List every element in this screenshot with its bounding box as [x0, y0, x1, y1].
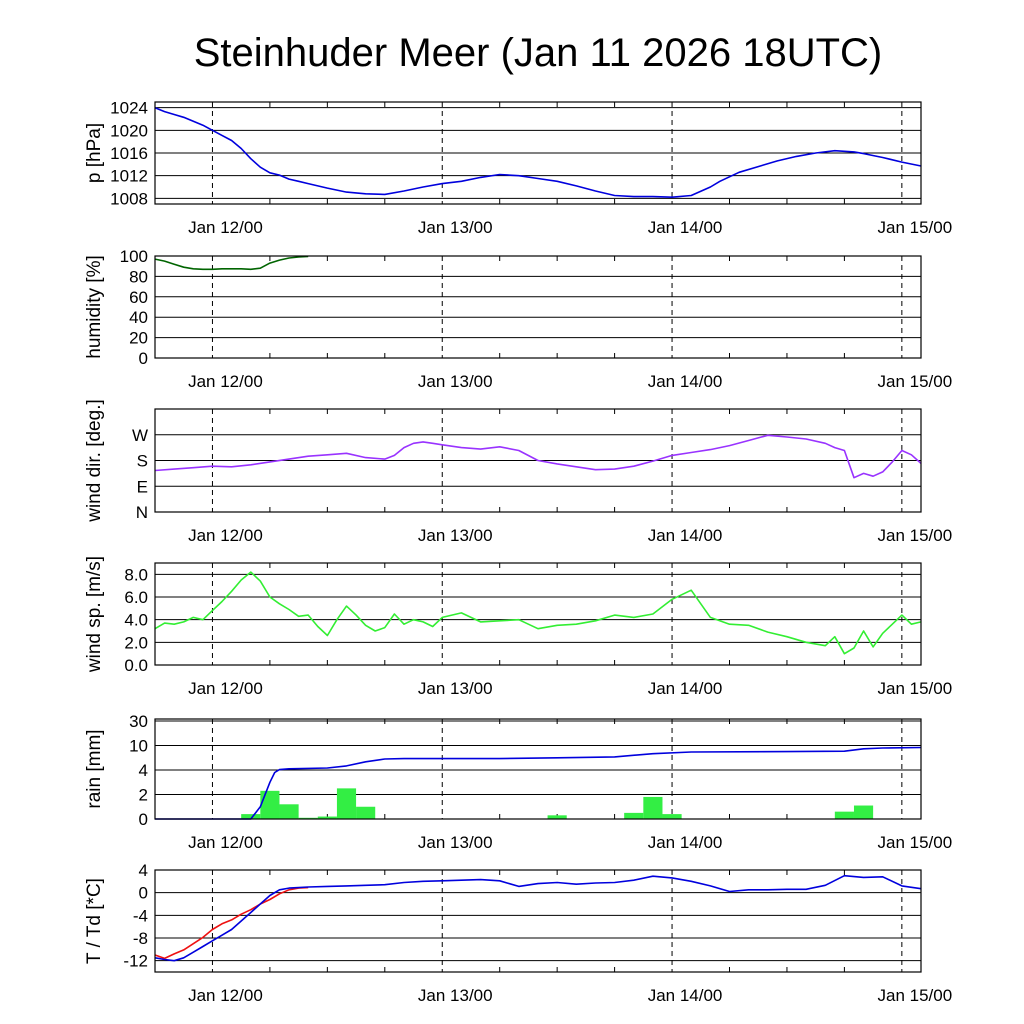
series-line-wind-direction	[154, 434, 922, 479]
x-tick-label: Jan 13/00	[418, 372, 493, 391]
y-tick-label-wind_direction: E	[137, 477, 148, 496]
rain-bar	[298, 817, 318, 819]
y-tick-label-humidity: 40	[129, 308, 148, 327]
x-tick-label: Jan 13/00	[418, 679, 493, 698]
rain-bar	[624, 812, 644, 819]
panel-frame	[154, 562, 922, 666]
y-tick-label-humidity: 20	[129, 329, 148, 348]
x-tick-label: Jan 12/00	[188, 986, 263, 1005]
rain-bar	[241, 814, 261, 819]
series-line-temperature	[154, 886, 309, 960]
x-tick-label: Jan 15/00	[878, 833, 953, 852]
rain-bar	[834, 811, 854, 819]
y-tick-label-pressure: 1020	[110, 121, 148, 140]
x-tick-label: Jan 14/00	[648, 833, 723, 852]
panel-frame	[154, 718, 922, 820]
chart-title: Steinhuder Meer (Jan 11 2026 18UTC)	[194, 31, 883, 75]
rain-bar	[260, 790, 280, 819]
y-tick-label-rain: 2	[139, 786, 148, 805]
x-tick-label: Jan 15/00	[878, 372, 953, 391]
panel-temperature: -12 -8 -4 0 4 Jan 12/00 Jan 13/00 Jan 14/00 Jan …	[84, 861, 952, 1005]
series-line-dew-point	[154, 874, 922, 962]
y-tick-label-rain: 4	[139, 761, 148, 780]
x-tick-label: Jan 13/00	[418, 986, 493, 1005]
panel-wind_speed: 0.0 2.0 4.0 6.0 8.0 Jan 12/00 Jan 13/00 Jan 14/…	[84, 556, 952, 698]
rain-bar	[317, 816, 337, 819]
series-line-pressure	[154, 106, 922, 198]
x-tick-label: Jan 15/00	[878, 986, 953, 1005]
y-tick-label-wind_speed: 2.0	[124, 633, 148, 652]
x-tick-label: Jan 14/00	[648, 218, 723, 237]
y-axis-label-humidity: humidity [%]	[84, 255, 105, 358]
rain-bar	[662, 814, 682, 819]
y-tick-label-pressure: 1008	[110, 189, 148, 208]
x-tick-label: Jan 15/00	[878, 679, 953, 698]
x-tick-label: Jan 12/00	[188, 372, 263, 391]
y-axis-label-rain: rain [mm]	[84, 729, 105, 808]
rain-bar	[356, 806, 376, 819]
rain-bar	[853, 805, 874, 819]
x-tick-label: Jan 13/00	[418, 526, 493, 545]
x-tick-label: Jan 14/00	[648, 372, 723, 391]
y-tick-label-wind_speed: 4.0	[124, 611, 148, 630]
y-tick-label-wind_direction: N	[136, 503, 148, 522]
y-tick-label-wind_speed: 8.0	[124, 565, 148, 584]
x-tick-label: Jan 14/00	[648, 986, 723, 1005]
panel-pressure: 1008 1012 1016 1020 1024 Jan 12/00 Jan 13/00 Ja…	[84, 99, 952, 237]
y-tick-label-wind_speed: 0.0	[124, 656, 148, 675]
x-tick-label: Jan 12/00	[188, 833, 263, 852]
y-tick-label-temperature: 4	[139, 861, 148, 880]
y-tick-label-wind_direction: W	[132, 426, 148, 445]
y-tick-label-humidity: 100	[120, 247, 148, 266]
y-tick-label-humidity: 0	[139, 349, 148, 368]
x-tick-label: Jan 13/00	[418, 833, 493, 852]
panel-frame	[154, 101, 922, 205]
panel-frame	[154, 255, 922, 359]
x-tick-label: Jan 12/00	[188, 679, 263, 698]
x-tick-label: Jan 13/00	[418, 218, 493, 237]
x-tick-label: Jan 14/00	[648, 679, 723, 698]
y-tick-label-humidity: 80	[129, 267, 148, 286]
y-axis-label-wind_speed: wind sp. [m/s]	[84, 556, 105, 673]
rain-bar	[643, 796, 663, 819]
rain-bar	[279, 804, 299, 819]
series-line-wind-speed	[154, 571, 922, 655]
y-axis-label-temperature: T / Td [*C]	[84, 878, 105, 964]
y-tick-label-humidity: 60	[129, 288, 148, 307]
x-tick-label: Jan 15/00	[878, 526, 953, 545]
y-tick-label-temperature: 0	[139, 884, 148, 903]
y-tick-label-temperature: -4	[133, 906, 148, 925]
rain-bar	[547, 815, 567, 819]
y-tick-label-rain: 10	[129, 737, 148, 756]
panel-frame	[154, 408, 922, 513]
y-tick-label-temperature: -8	[133, 929, 148, 948]
x-tick-label: Jan 12/00	[188, 526, 263, 545]
x-tick-label: Jan 14/00	[648, 526, 723, 545]
y-tick-label-wind_direction: S	[137, 452, 148, 471]
series-line-relative-humidity	[154, 255, 309, 271]
y-axis-label-pressure: p [hPa]	[84, 123, 105, 183]
panel-frame	[154, 869, 922, 973]
panel-rain: 0 2 4 10 30 Jan 12/00 Jan 13/00 Jan 14/00 Jan 15…	[84, 712, 952, 852]
y-tick-label-temperature: -12	[123, 952, 148, 971]
y-tick-label-pressure: 1024	[110, 99, 148, 118]
y-tick-label-rain: 0	[139, 810, 148, 829]
y-tick-label-pressure: 1012	[110, 167, 148, 186]
y-tick-label-pressure: 1016	[110, 144, 148, 163]
x-tick-label: Jan 12/00	[188, 218, 263, 237]
y-axis-label-wind_direction: wind dir. [deg.]	[84, 399, 105, 523]
series-line-accumulated-rain	[155, 746, 922, 820]
y-tick-label-rain: 30	[129, 712, 148, 731]
x-tick-label: Jan 15/00	[878, 218, 953, 237]
rain-bar	[336, 788, 357, 819]
y-tick-label-wind_speed: 6.0	[124, 588, 148, 607]
